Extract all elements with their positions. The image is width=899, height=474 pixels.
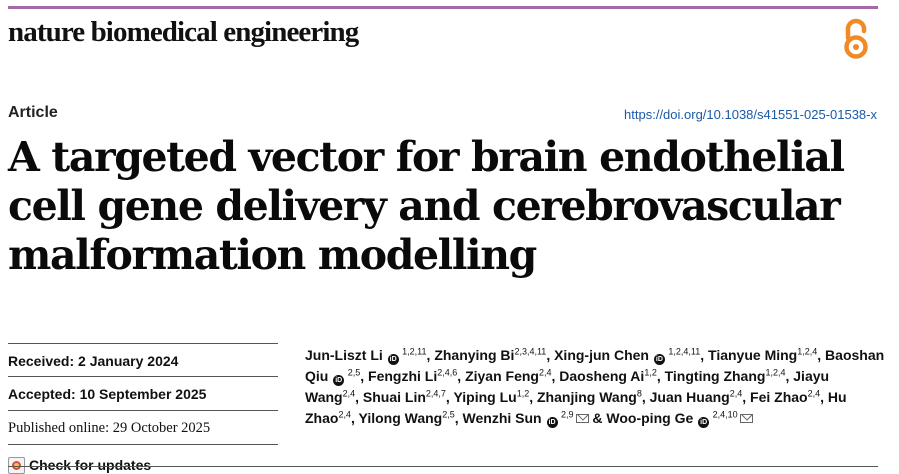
author-affiliation: 2,4,7	[425, 388, 446, 399]
author[interactable]: Hu Zhao2,4	[305, 389, 847, 426]
author[interactable]: Tingting Zhang1,2,4	[665, 368, 786, 384]
author-name: Zhanjing Wang	[537, 389, 637, 405]
orcid-icon[interactable]: iD	[387, 354, 399, 365]
author-name: Baoshan Qiu	[305, 347, 885, 384]
header-accent-rule	[8, 6, 878, 9]
accepted-value: 10 September 2025	[79, 386, 207, 402]
author-affiliation: 2,4,10	[710, 409, 738, 420]
author[interactable]: Daosheng Ai1,2	[559, 368, 657, 384]
author-affiliation: 2,4	[807, 388, 821, 399]
author-name: Ziyan Feng	[465, 368, 539, 384]
accepted-date: Accepted: 10 September 2025	[8, 377, 278, 411]
article-title: A targeted vector for brain endothelial …	[8, 133, 878, 280]
author-name: Hu Zhao	[305, 389, 847, 426]
author-affiliation: 2,9	[558, 409, 574, 420]
orcid-icon[interactable]: iD	[653, 354, 665, 365]
email-icon[interactable]	[575, 414, 589, 423]
article-type: Article	[8, 104, 58, 121]
author-name: Yiping Lu	[453, 389, 517, 405]
author-affiliation: 2,5	[442, 409, 455, 420]
author-affiliation: 1,2,11	[399, 346, 427, 357]
email-icon[interactable]	[739, 414, 753, 423]
author-affiliation: 2,5	[345, 367, 361, 378]
article-dates: Received: 2 January 2024 Accepted: 10 Se…	[8, 343, 278, 474]
author-name: Jun-Liszt Li	[305, 347, 383, 363]
check-updates-icon	[8, 456, 25, 474]
author[interactable]: Shuai Lin2,4,7	[363, 389, 446, 405]
author-affiliation: 1,2,4,11	[665, 346, 701, 357]
open-access-icon	[844, 18, 868, 59]
author[interactable]: Xing-jun Chen iD 1,2,4,11	[554, 346, 701, 365]
received-value: 2 January 2024	[78, 353, 179, 369]
author[interactable]: Baoshan Qiu iD 2,5	[305, 347, 885, 386]
author-affiliation: 2,4	[338, 409, 351, 420]
author-name: Jiayu Wang	[305, 368, 830, 405]
author-affiliation: 2,4	[729, 388, 743, 399]
author-name: Woo-ping Ge	[606, 410, 694, 426]
author-list: Jun-Liszt Li iD 1,2,11, Zhanying Bi2,3,4…	[305, 346, 885, 428]
published-date: Published online: 29 October 2025	[8, 411, 278, 445]
author[interactable]: Jiayu Wang2,4	[305, 368, 829, 405]
author-name: Yilong Wang	[358, 410, 443, 426]
author-affiliation: 2,3,4,11	[514, 346, 547, 357]
author-affiliation: 1,2	[516, 388, 530, 399]
author-affiliation: 2,4	[538, 367, 552, 378]
doi-link[interactable]: https://doi.org/10.1038/s41551-025-01538…	[624, 107, 877, 122]
author[interactable]: Yilong Wang2,5	[359, 410, 455, 426]
author-affiliation: 2,4	[342, 388, 356, 399]
check-for-updates-button[interactable]: Check for updates	[8, 445, 278, 474]
check-updates-label: Check for updates	[29, 457, 152, 473]
author-name: Xing-jun Chen	[554, 347, 649, 363]
author-name: Fei Zhao	[750, 389, 808, 405]
author-name: Daosheng Ai	[559, 368, 645, 384]
author[interactable]: Zhanying Bi2,3,4,11	[434, 347, 546, 363]
author-name: Wenzhi Sun	[462, 410, 542, 426]
journal-name[interactable]: nature biomedical engineering	[8, 16, 359, 48]
author[interactable]: Zhanjing Wang8	[537, 389, 642, 405]
author[interactable]: Jun-Liszt Li iD 1,2,11	[305, 346, 427, 365]
author[interactable]: Juan Huang2,4	[650, 389, 743, 405]
author-affiliation: 1,2,4	[797, 346, 818, 357]
author[interactable]: Wenzhi Sun iD 2,9	[462, 409, 589, 428]
accepted-label: Accepted:	[8, 386, 76, 402]
author-affiliation: 2,4,6	[437, 367, 458, 378]
author-name: Juan Huang	[649, 389, 730, 405]
author-name: Tianyue Ming	[708, 347, 798, 363]
author[interactable]: Woo-ping Ge iD 2,4,10	[606, 409, 753, 428]
received-label: Received:	[8, 353, 75, 369]
title-line: malformation modelling	[8, 231, 537, 279]
orcid-icon[interactable]: iD	[546, 417, 558, 428]
author-affiliation: 1,2,4	[765, 367, 786, 378]
author-name: Shuai Lin	[362, 389, 426, 405]
received-date: Received: 2 January 2024	[8, 343, 278, 377]
author-name: Tingting Zhang	[664, 368, 766, 384]
author-name: Fengzhi Li	[368, 368, 438, 384]
author[interactable]: Fei Zhao2,4	[750, 389, 820, 405]
title-line: cell gene delivery and cerebrovascular	[8, 182, 841, 230]
author-affiliation: 1,2	[644, 367, 657, 378]
title-line: A targeted vector for brain endothelial	[8, 133, 845, 181]
author[interactable]: Tianyue Ming1,2,4	[708, 347, 817, 363]
author[interactable]: Yiping Lu1,2	[453, 389, 529, 405]
author[interactable]: Ziyan Feng2,4	[465, 368, 551, 384]
orcid-icon[interactable]: iD	[333, 375, 345, 386]
author-name: Zhanying Bi	[434, 347, 515, 363]
author-affiliation: 8	[636, 388, 642, 399]
author[interactable]: Fengzhi Li2,4,6	[368, 368, 457, 384]
orcid-icon[interactable]: iD	[698, 417, 710, 428]
section-divider	[8, 466, 878, 467]
